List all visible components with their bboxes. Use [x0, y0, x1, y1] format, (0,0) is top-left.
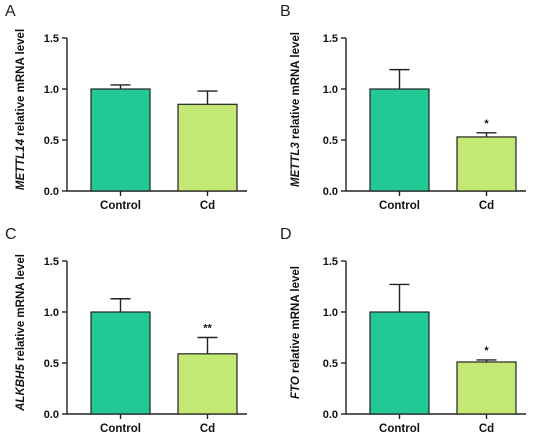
y-axis-title: FTO relative mRNA level: [290, 266, 302, 399]
y-axis-title-suffix: relative mRNA level: [15, 29, 27, 139]
y-tick-label: 1.5: [44, 33, 59, 45]
panel-d: D FTO relative mRNA level 0.0 0.5 1.0 1.5 Cont…: [280, 226, 526, 435]
panel-b: B METTL3 relative mRNA level 0.0 0.5 1.0 1.5 C…: [280, 3, 526, 212]
x-tick-label: Cd: [200, 200, 215, 212]
bar-control: [90, 88, 151, 192]
x-tick-label: Control: [100, 423, 141, 435]
y-tick-label: 0.0: [323, 186, 338, 198]
y-tick-label: 0.5: [323, 135, 338, 147]
gene-name: ALKBH5: [15, 364, 27, 412]
y-tick-label: 1.0: [44, 307, 59, 319]
significance-mark: *: [484, 118, 489, 130]
y-tick-label: 0.0: [44, 409, 59, 421]
significance-mark: *: [484, 345, 489, 357]
panel-label: B: [280, 3, 291, 20]
y-tick-label: 1.0: [323, 307, 338, 319]
panel-a: A METTL14 relative mRNA level 0.0 0.5 1.0 1.5…: [5, 3, 247, 212]
panel-label: C: [5, 226, 17, 243]
bar-cd: [177, 353, 238, 415]
y-axis-title-suffix: relative mRNA level: [290, 266, 302, 376]
x-tick-label: Control: [379, 423, 420, 435]
y-axis-title-suffix: relative mRNA level: [15, 254, 27, 364]
x-tick-label: Control: [379, 200, 420, 212]
y-tick-label: 0.5: [44, 358, 59, 370]
y-tick-label: 1.5: [323, 256, 338, 268]
gene-name: FTO: [290, 376, 302, 399]
y-tick-label: 1.5: [44, 256, 59, 268]
gene-name: METTL14: [15, 138, 27, 190]
gene-name: METTL3: [290, 142, 302, 187]
x-tick-label: Cd: [200, 423, 215, 435]
y-tick-label: 0.5: [44, 135, 59, 147]
y-tick-label: 1.0: [323, 84, 338, 96]
y-tick-label: 0.0: [44, 186, 59, 198]
panel-c: C ALKBH5 relative mRNA level 0.0 0.5 1.0 1.5 C…: [5, 226, 247, 435]
y-axis-title: METTL3 relative mRNA level: [290, 32, 302, 187]
y-tick-label: 1.0: [44, 84, 59, 96]
bar-control: [90, 311, 151, 415]
panel-label: D: [280, 226, 292, 243]
y-axis-title-suffix: relative mRNA level: [290, 32, 302, 142]
significance-mark: **: [203, 323, 212, 335]
bar-cd: [456, 361, 517, 415]
bar-cd: [456, 136, 517, 192]
bar-cd: [177, 103, 238, 192]
x-tick-label: Cd: [479, 200, 494, 212]
x-tick-label: Cd: [479, 423, 494, 435]
y-axis-title: ALKBH5 relative mRNA level: [15, 254, 27, 412]
panel-label: A: [5, 3, 16, 20]
bar-control: [369, 88, 430, 192]
y-axis-title: METTL14 relative mRNA level: [15, 29, 27, 190]
x-tick-label: Control: [100, 200, 141, 212]
bar-control: [369, 311, 430, 415]
y-tick-label: 1.5: [323, 33, 338, 45]
y-tick-label: 0.0: [323, 409, 338, 421]
y-tick-label: 0.5: [323, 358, 338, 370]
